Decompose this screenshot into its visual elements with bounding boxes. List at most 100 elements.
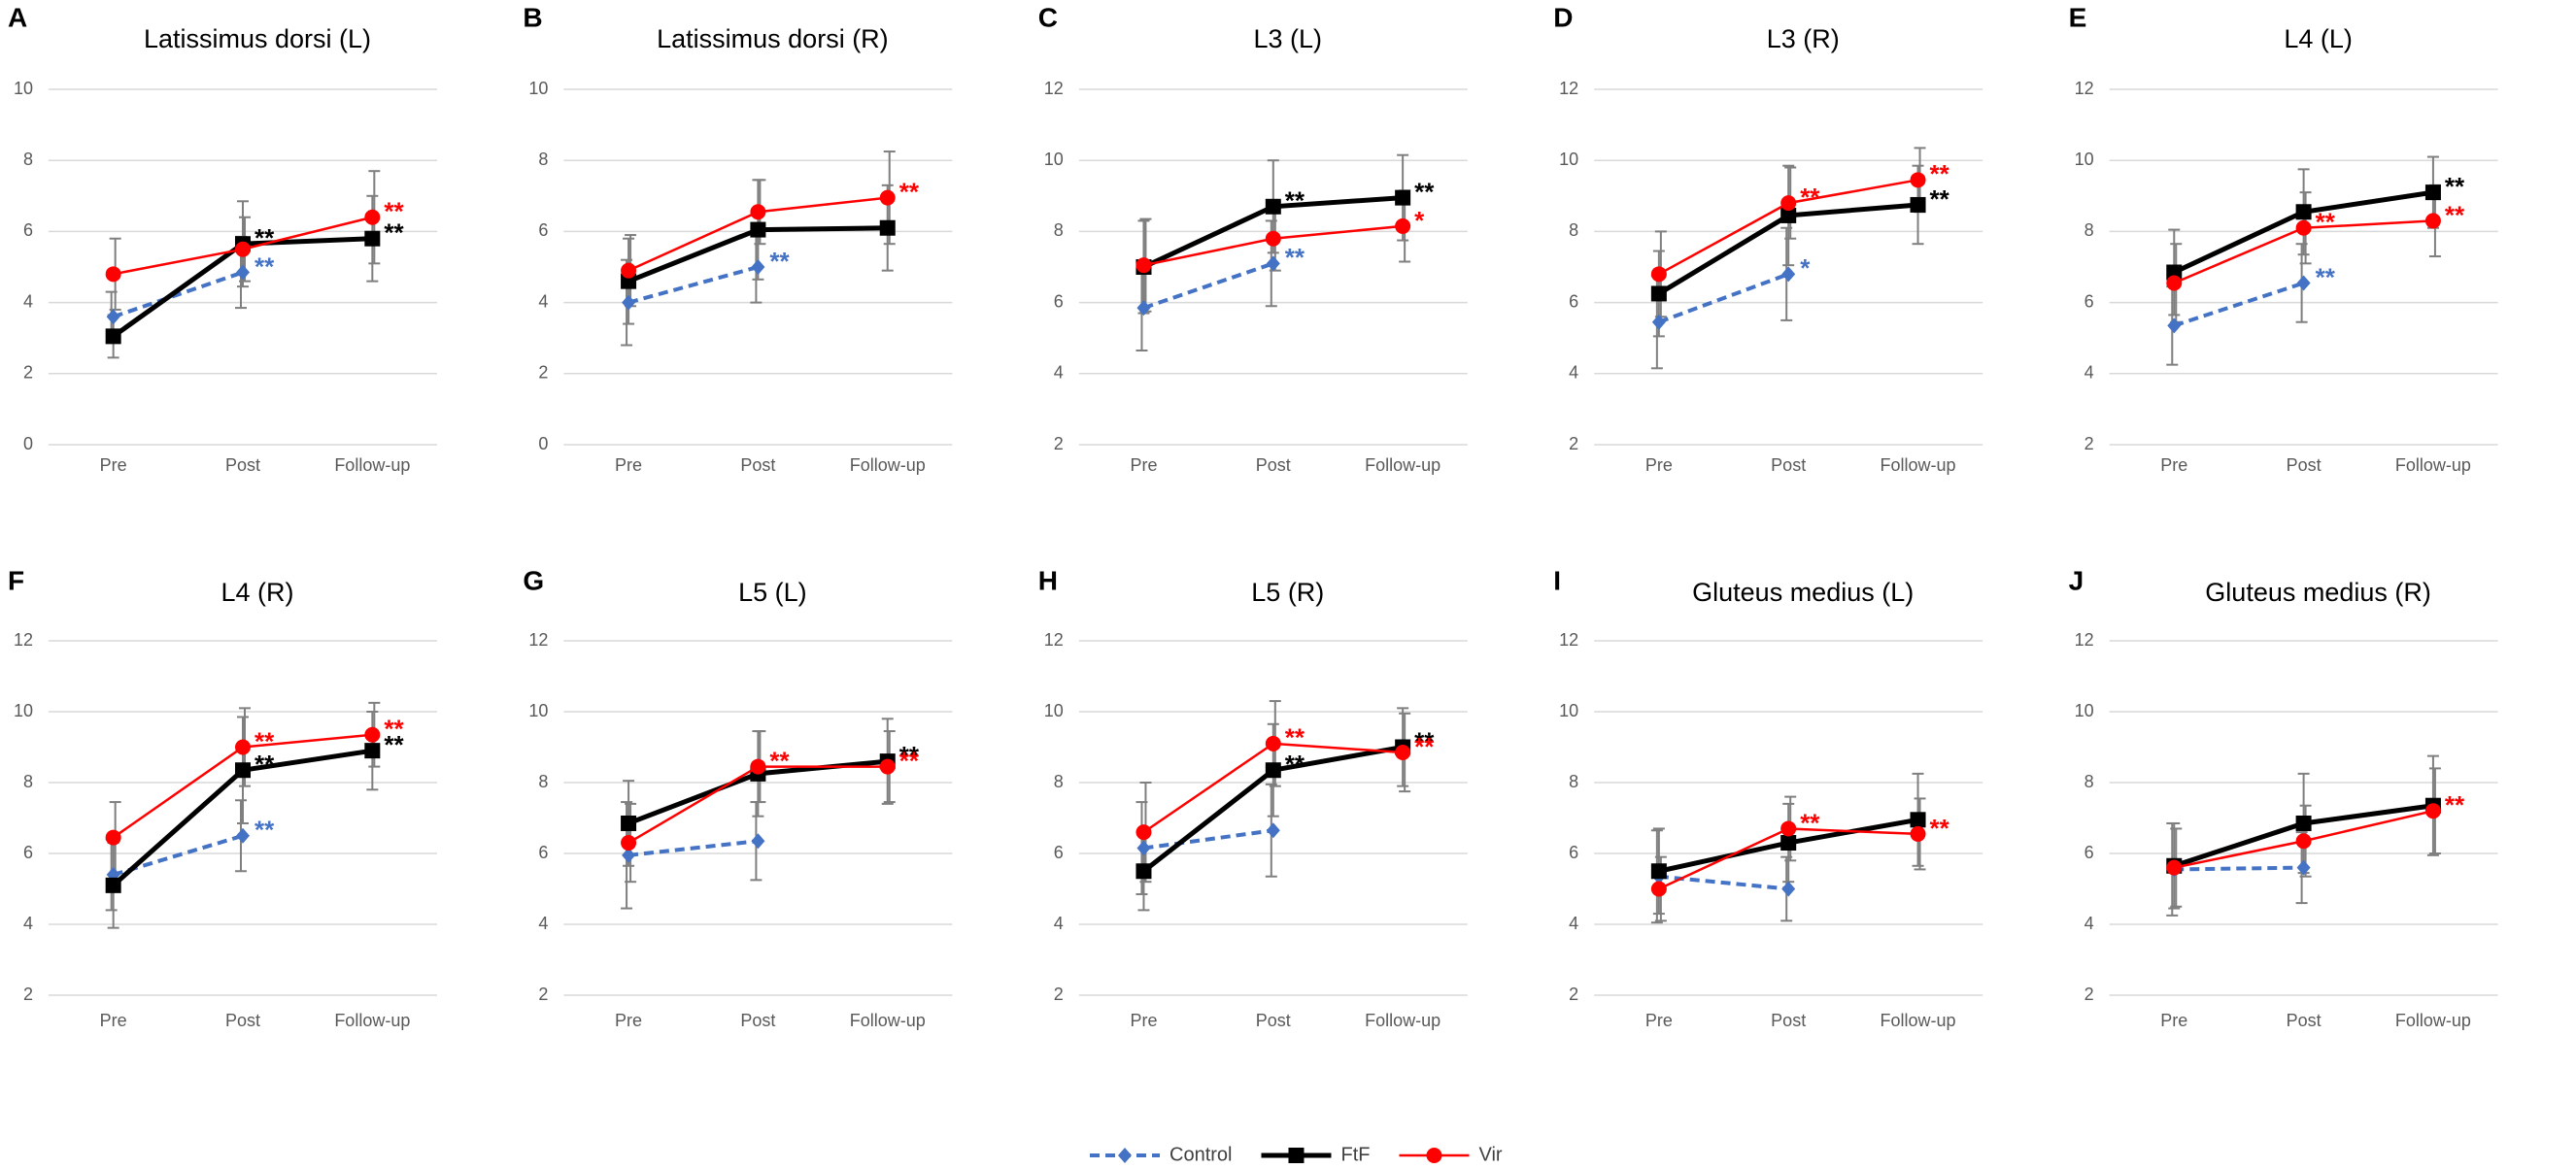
x-tick-label: Pre	[100, 455, 127, 475]
y-tick-label: 4	[23, 291, 33, 311]
x-tick-label: Post	[1256, 1011, 1291, 1030]
marker	[1651, 314, 1666, 330]
y-tick-label: 6	[2085, 291, 2094, 311]
significance-label: **	[1930, 159, 1950, 188]
y-tick-label: 2	[23, 985, 33, 1004]
series-line	[113, 270, 244, 319]
panel-letter: F	[8, 565, 24, 595]
x-tick-label: Follow-up	[1365, 1011, 1441, 1030]
y-tick-label: 8	[538, 772, 548, 791]
significance-label: **	[769, 746, 790, 775]
x-tick-label: Pre	[615, 455, 642, 475]
y-tick-label: 8	[23, 772, 33, 791]
marker	[2296, 275, 2311, 291]
x-tick-label: Follow-up	[334, 455, 410, 475]
x-tick-label: Post	[2287, 1011, 2322, 1030]
y-tick-label: 4	[2085, 363, 2094, 383]
marker	[879, 219, 896, 236]
y-tick-label: 2	[1054, 985, 1064, 1004]
marker	[1265, 735, 1281, 752]
series-line	[2173, 281, 2305, 328]
marker	[1265, 230, 1281, 247]
y-tick-label: 2	[2085, 434, 2094, 453]
marker	[1910, 172, 1926, 188]
x-tick-label: Post	[1771, 455, 1806, 475]
panel-letter: B	[523, 2, 542, 32]
y-tick-label: 10	[1044, 150, 1064, 169]
significance-label: **	[1285, 186, 1305, 216]
marker	[1395, 744, 1411, 760]
y-tick-label: 10	[1559, 150, 1578, 169]
chart-title: L3 (L)	[1254, 24, 1323, 53]
marker	[1910, 825, 1926, 842]
marker	[1426, 1148, 1442, 1163]
marker	[364, 726, 381, 743]
marker	[1650, 285, 1667, 302]
marker	[2167, 317, 2182, 334]
y-tick-label: 6	[1054, 291, 1064, 311]
x-tick-label: Follow-up	[1365, 455, 1441, 475]
significance-label: **	[1800, 808, 1820, 837]
x-tick-label: Pre	[2160, 1011, 2187, 1030]
marker	[1135, 257, 1152, 274]
panel-letter: E	[2069, 2, 2087, 32]
x-tick-label: Follow-up	[1881, 1011, 1956, 1030]
significance-label: *	[1414, 206, 1425, 235]
significance-label: **	[2316, 208, 2336, 237]
significance-label: **	[1414, 726, 1435, 755]
marker	[2295, 204, 2312, 220]
marker	[2295, 833, 2312, 850]
y-tick-label: 10	[2075, 701, 2094, 720]
chart-title: L4 (R)	[220, 578, 293, 607]
series-line	[1658, 272, 1789, 324]
y-tick-label: 6	[23, 220, 33, 240]
y-tick-label: 6	[538, 843, 548, 862]
marker	[1780, 820, 1797, 837]
y-tick-label: 8	[2085, 772, 2094, 791]
marker	[879, 758, 896, 775]
marker	[1266, 822, 1280, 839]
significance-label: **	[254, 223, 275, 252]
y-tick-label: 2	[2085, 985, 2094, 1004]
marker	[2166, 264, 2183, 281]
marker	[236, 827, 250, 844]
panel: A Latissimus dorsi (L) 0 2 4 6 8 10 Pre Post Follo…	[8, 2, 437, 475]
x-tick-label: Post	[1256, 455, 1291, 475]
significance-label: **	[899, 178, 920, 207]
y-tick-label: 6	[1569, 291, 1578, 311]
chart-title: L5 (L)	[738, 578, 807, 607]
significance-label: **	[2445, 200, 2465, 229]
series-line	[627, 839, 759, 857]
significance-label: **	[1800, 183, 1820, 212]
marker	[105, 266, 121, 283]
marker	[1136, 300, 1151, 317]
series-line	[1143, 828, 1274, 851]
marker	[1650, 881, 1667, 897]
significance-label: **	[254, 726, 275, 755]
significance-label: **	[769, 247, 790, 276]
marker	[235, 241, 251, 257]
marker	[2296, 859, 2311, 876]
significance-label: *	[1800, 253, 1811, 283]
marker	[364, 230, 381, 247]
marker	[621, 835, 637, 852]
y-tick-label: 12	[528, 630, 548, 650]
marker	[751, 259, 765, 275]
marker	[106, 309, 120, 325]
panel-letter: A	[8, 2, 27, 32]
marker	[1118, 1148, 1132, 1163]
marker	[750, 221, 766, 238]
y-tick-label: 6	[2085, 843, 2094, 862]
x-tick-label: Follow-up	[2395, 1011, 2471, 1030]
x-tick-label: Pre	[1645, 455, 1673, 475]
marker	[1135, 863, 1152, 880]
marker	[2424, 213, 2441, 229]
panel: J Gluteus medius (R) 2 4 6 8 10 12 Pre Post Follow…	[2069, 565, 2498, 1030]
marker	[236, 264, 250, 281]
y-tick-label: 12	[2075, 79, 2094, 98]
y-tick-label: 4	[538, 914, 548, 933]
marker	[2166, 859, 2183, 876]
marker	[1395, 189, 1411, 206]
y-tick-label: 0	[23, 434, 33, 453]
